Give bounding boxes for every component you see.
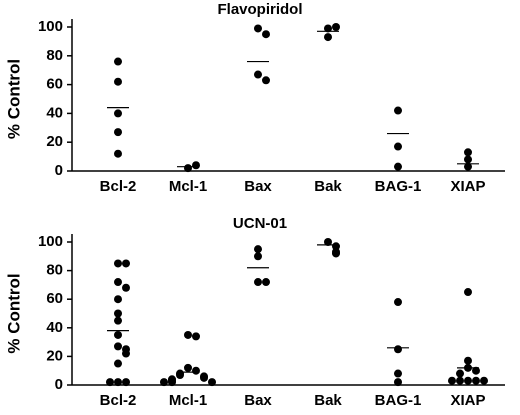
data-point	[192, 332, 200, 341]
data-point	[394, 369, 402, 378]
data-point	[324, 33, 332, 42]
data-point	[114, 278, 122, 287]
chart-title: Flavopiridol	[217, 1, 302, 18]
data-point	[394, 345, 402, 354]
data-point	[122, 283, 130, 292]
x-tick-label: BAG-1	[375, 178, 422, 195]
data-point	[208, 378, 216, 387]
data-point	[184, 164, 192, 173]
data-point	[254, 70, 262, 79]
data-point	[200, 373, 208, 382]
data-point	[114, 316, 122, 325]
y-axis-label: % Control	[4, 59, 23, 139]
data-point	[114, 109, 122, 118]
y-tick-label: 60	[46, 290, 63, 307]
y-tick-label: 40	[46, 104, 63, 121]
data-point	[114, 57, 122, 66]
data-point	[254, 278, 262, 287]
data-point	[324, 24, 332, 33]
y-tick-label: 60	[46, 76, 63, 93]
data-point	[114, 77, 122, 86]
x-tick-label: Bak	[314, 392, 342, 409]
data-point	[324, 238, 332, 246]
data-point	[464, 288, 472, 297]
y-tick-label: 0	[55, 376, 63, 393]
data-point	[464, 155, 472, 164]
data-point	[464, 148, 472, 157]
data-point	[184, 330, 192, 339]
x-tick-label: XIAP	[450, 392, 485, 409]
x-tick-label: Mcl-1	[169, 392, 207, 409]
x-tick-label: Bcl-2	[100, 392, 137, 409]
data-point	[114, 259, 122, 268]
x-tick-label: Bcl-2	[100, 178, 137, 195]
data-point	[184, 363, 192, 372]
data-point	[262, 76, 270, 85]
chart-title: UCN-01	[233, 215, 287, 232]
data-point	[114, 295, 122, 304]
data-point	[394, 162, 402, 171]
data-point	[114, 149, 122, 158]
data-point	[122, 259, 130, 268]
data-point	[122, 378, 130, 387]
data-point	[480, 376, 488, 385]
y-tick-label: 80	[46, 262, 63, 279]
data-point	[456, 369, 464, 378]
data-point	[114, 330, 122, 339]
data-point	[262, 30, 270, 39]
data-point	[106, 378, 114, 387]
y-tick-label: 100	[38, 233, 63, 250]
data-point	[254, 245, 262, 254]
data-point	[472, 376, 480, 385]
data-point	[114, 309, 122, 318]
data-point	[394, 298, 402, 307]
data-point	[394, 106, 402, 115]
data-point	[168, 378, 176, 387]
data-point	[254, 24, 262, 33]
data-point	[262, 278, 270, 287]
data-point	[192, 161, 200, 170]
data-point	[456, 376, 464, 385]
y-axis-label: % Control	[4, 273, 23, 353]
x-tick-label: BAG-1	[375, 392, 422, 409]
data-point	[448, 376, 456, 385]
data-point	[114, 128, 122, 137]
y-tick-label: 40	[46, 319, 63, 336]
x-tick-label: XIAP	[450, 178, 485, 195]
y-tick-label: 80	[46, 47, 63, 64]
x-tick-label: Bax	[244, 178, 272, 195]
data-point	[394, 378, 402, 387]
data-point	[122, 349, 130, 358]
data-point	[160, 378, 168, 387]
data-point	[114, 359, 122, 368]
data-point	[464, 376, 472, 385]
data-point	[464, 162, 472, 171]
data-point	[394, 142, 402, 151]
x-tick-label: Bax	[244, 392, 272, 409]
y-tick-label: 100	[38, 18, 63, 35]
data-point	[192, 366, 200, 375]
y-tick-label: 20	[46, 133, 63, 150]
data-point	[464, 356, 472, 365]
data-point	[254, 252, 262, 261]
data-point	[176, 370, 184, 379]
data-point	[332, 249, 340, 258]
x-tick-label: Bak	[314, 178, 342, 195]
data-point	[472, 366, 480, 375]
data-point	[332, 23, 340, 31]
y-tick-label: 20	[46, 347, 63, 364]
x-tick-label: Mcl-1	[169, 178, 207, 195]
y-tick-label: 0	[55, 162, 63, 179]
data-point	[114, 342, 122, 351]
data-point	[114, 378, 122, 387]
